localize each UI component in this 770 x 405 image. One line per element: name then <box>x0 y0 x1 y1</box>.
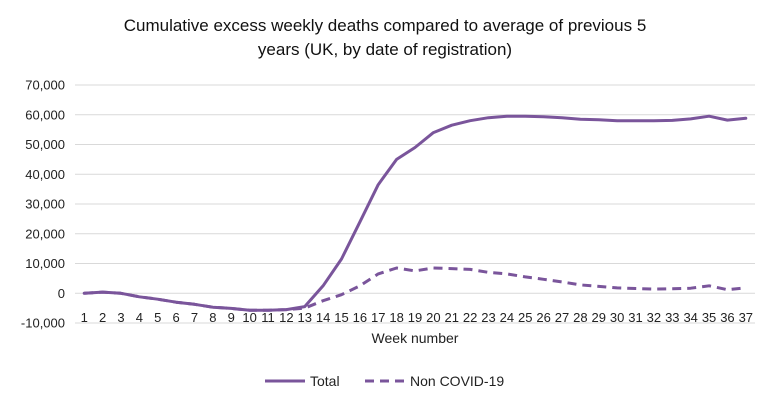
x-tick-label: 7 <box>191 310 198 325</box>
x-tick-label: 24 <box>500 310 514 325</box>
y-tick-label: 50,000 <box>25 137 65 152</box>
legend-label: Non COVID-19 <box>410 373 504 389</box>
y-axis-ticks: -10,000 0 10,000 20,000 30,000 40,000 50,000 60… <box>21 78 65 331</box>
x-tick-label: 27 <box>555 310 569 325</box>
x-tick-label: 4 <box>136 310 143 325</box>
chart-title-line-2: years (UK, by date of registration) <box>257 40 513 59</box>
x-tick-label: 28 <box>573 310 587 325</box>
x-tick-label: 16 <box>353 310 367 325</box>
x-tick-label: 8 <box>209 310 216 325</box>
x-tick-label: 17 <box>371 310 385 325</box>
y-tick-label: 30,000 <box>25 197 65 212</box>
x-tick-label: 37 <box>739 310 753 325</box>
gridlines <box>75 84 755 324</box>
x-tick-label: 15 <box>334 310 348 325</box>
x-tick-label: 11 <box>261 310 275 325</box>
x-tick-label: 12 <box>279 310 293 325</box>
x-tick-label: 23 <box>481 310 495 325</box>
y-tick-label: 10,000 <box>25 256 65 271</box>
x-tick-label: 26 <box>536 310 550 325</box>
x-tick-label: 25 <box>518 310 532 325</box>
y-tick-label: 70,000 <box>25 78 65 93</box>
y-tick-label: -10,000 <box>21 316 65 331</box>
legend-label: Total <box>310 373 340 389</box>
x-tick-label: 20 <box>426 310 440 325</box>
series-lines <box>82 114 748 312</box>
x-tick-label: 2 <box>99 310 106 325</box>
x-tick-label: 14 <box>316 310 330 325</box>
x-axis-label: Week number <box>372 330 459 346</box>
x-tick-label: 36 <box>720 310 734 325</box>
x-tick-label: 13 <box>297 310 311 325</box>
x-tick-label: 1 <box>81 310 88 325</box>
y-tick-label: 40,000 <box>25 167 65 182</box>
x-tick-label: 34 <box>683 310 697 325</box>
x-tick-label: 9 <box>228 310 235 325</box>
chart-title: Cumulative excess weekly deaths compared… <box>0 14 770 62</box>
x-tick-label: 10 <box>242 310 256 325</box>
x-tick-label: 6 <box>172 310 179 325</box>
y-tick-label: 0 <box>58 286 65 301</box>
legend: Total Non COVID-19 <box>265 373 504 389</box>
x-tick-label: 33 <box>665 310 679 325</box>
x-tick-label: 31 <box>628 310 642 325</box>
x-tick-label: 21 <box>445 310 459 325</box>
x-tick-label: 18 <box>389 310 403 325</box>
x-tick-label: 19 <box>408 310 422 325</box>
series-line-total <box>82 114 748 312</box>
y-tick-label: 20,000 <box>25 226 65 241</box>
x-tick-label: 32 <box>647 310 661 325</box>
x-tick-label: 35 <box>702 310 716 325</box>
x-tick-label: 30 <box>610 310 624 325</box>
x-tick-label: 22 <box>463 310 477 325</box>
series-line-non-covid-19 <box>84 266 746 312</box>
y-tick-label: 60,000 <box>25 107 65 122</box>
x-axis-ticks: 1 2 3 4 5 6 7 8 9 10 11 12 13 14 15 16 17 18 19 20 21 22 23 24 2… <box>81 310 753 325</box>
x-tick-label: 5 <box>154 310 161 325</box>
x-tick-label: 29 <box>592 310 606 325</box>
chart-title-line-1: Cumulative excess weekly deaths compared… <box>123 16 647 35</box>
x-tick-label: 3 <box>117 310 124 325</box>
